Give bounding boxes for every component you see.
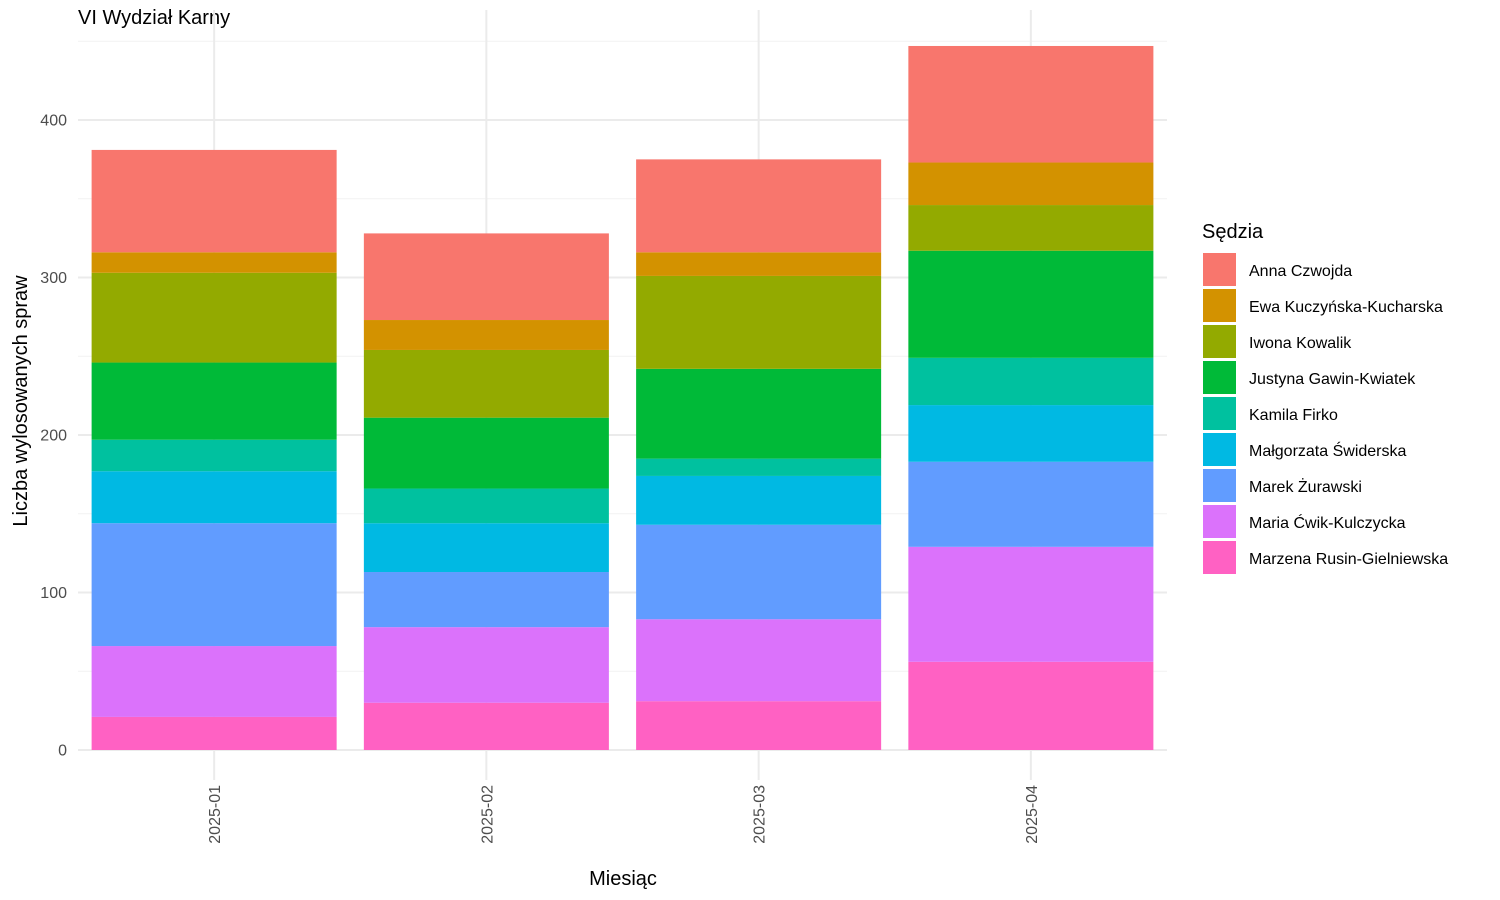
bar-segment <box>636 275 882 369</box>
legend-swatch <box>1203 469 1236 502</box>
x-tick-label: 2025-03 <box>752 785 769 844</box>
legend-label: Iwona Kowalik <box>1249 335 1352 352</box>
bar-segment <box>91 646 337 717</box>
bar-segment <box>363 417 609 489</box>
x-tick-label: 2025-01 <box>207 785 224 844</box>
bar-segment <box>91 523 337 647</box>
bar-segment <box>91 716 337 750</box>
legend-swatch <box>1203 397 1236 430</box>
x-tick-label: 2025-02 <box>479 785 496 844</box>
y-tick-label: 400 <box>40 113 67 130</box>
bar-segment <box>363 349 609 418</box>
y-tick-label: 0 <box>58 743 67 760</box>
bar-segment <box>908 661 1154 750</box>
bar-segment <box>363 523 609 573</box>
legend-label: Małgorzata Świderska <box>1249 441 1407 460</box>
legend-swatch <box>1203 289 1236 322</box>
bar-segment <box>363 702 609 750</box>
bar-segment <box>363 320 609 350</box>
bar-segment <box>636 368 882 459</box>
bar-segment <box>363 572 609 628</box>
legend: Sędzia Anna Czwojda Ewa Kuczyńska-Kucharsk… <box>1202 221 1448 574</box>
bar-segment <box>363 627 609 703</box>
y-tick-label: 100 <box>40 585 67 602</box>
bar-segment <box>908 45 1154 163</box>
bar-segment <box>91 149 337 253</box>
bar-segment <box>636 475 882 525</box>
legend-swatch <box>1203 433 1236 466</box>
bar-segment <box>363 488 609 524</box>
legend-swatch <box>1203 361 1236 394</box>
bar-segment <box>91 362 337 440</box>
bar-segment <box>636 159 882 253</box>
bar-segment <box>908 162 1154 206</box>
bar-segment <box>91 272 337 363</box>
bar-segment <box>363 233 609 321</box>
legend-label: Maria Ćwik-Kulczycka <box>1249 513 1406 532</box>
bar-segment <box>908 546 1154 662</box>
legend-label: Marzena Rusin-Gielniewska <box>1249 551 1448 568</box>
legend-title: Sędzia <box>1202 221 1264 243</box>
y-axis-title: Liczba wylosowanych spraw <box>10 275 32 527</box>
bar-segment <box>908 405 1154 462</box>
bar-segment <box>908 461 1154 547</box>
bar-segment <box>636 701 882 750</box>
legend-swatch <box>1203 541 1236 574</box>
y-axis-ticks: 0 100 200 300 400 <box>40 113 67 760</box>
bar-segment <box>636 619 882 702</box>
legend-swatch <box>1203 253 1236 286</box>
legend-swatch <box>1203 325 1236 358</box>
legend-label: Justyna Gawin-Kwiatek <box>1249 371 1416 388</box>
y-tick-label: 300 <box>40 270 67 287</box>
bar-segment <box>91 439 337 472</box>
bar-segment <box>908 357 1154 406</box>
bar-segment <box>636 458 882 476</box>
bar-segment <box>636 524 882 620</box>
x-axis-ticks: 2025-01 2025-02 2025-03 2025-04 <box>207 785 1041 844</box>
bar-segment <box>91 471 337 524</box>
x-axis-title: Miesiąc <box>589 868 657 890</box>
y-tick-label: 200 <box>40 428 67 445</box>
bar-segment <box>908 205 1154 251</box>
x-tick-label: 2025-04 <box>1024 785 1041 844</box>
legend-label: Kamila Firko <box>1249 407 1338 424</box>
bars <box>91 45 1154 750</box>
bar-segment <box>908 250 1154 358</box>
bar-segment <box>91 252 337 273</box>
bar-segment <box>636 252 882 276</box>
legend-label: Anna Czwojda <box>1249 263 1352 280</box>
chart-title: VI Wydział Karny <box>78 7 231 29</box>
legend-label: Marek Żurawski <box>1249 477 1362 496</box>
legend-label: Ewa Kuczyńska-Kucharska <box>1249 299 1443 316</box>
legend-swatch <box>1203 505 1236 538</box>
